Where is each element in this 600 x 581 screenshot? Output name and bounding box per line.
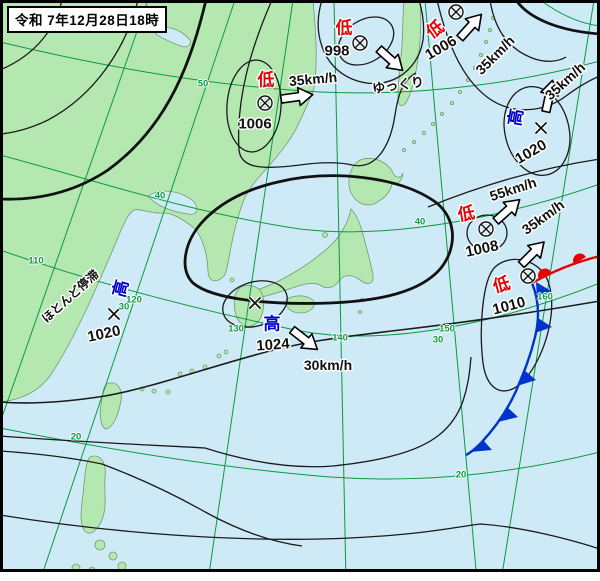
cold-front-tooth bbox=[536, 282, 551, 297]
bottom-margin bbox=[0, 572, 600, 581]
low-center-icon bbox=[519, 267, 537, 285]
bold-isobar-japan-loop bbox=[183, 174, 454, 305]
island-luzon bbox=[80, 455, 106, 534]
meridian-130e bbox=[208, 0, 294, 572]
low-center-icon bbox=[447, 3, 465, 21]
island-kyushu bbox=[233, 285, 264, 327]
meridian-140e bbox=[333, 0, 347, 572]
meridian-110e bbox=[0, 0, 149, 425]
meridian-120e bbox=[42, 0, 236, 572]
low-center-icon bbox=[477, 220, 495, 238]
parallel-60n bbox=[539, 0, 600, 27]
high-center-icon bbox=[107, 307, 121, 321]
low-center-icon bbox=[256, 94, 274, 112]
cold-front-tooth bbox=[517, 370, 536, 386]
warm-front-bump bbox=[573, 253, 586, 264]
chart-date-title: 令和 7年12月28日18時 bbox=[7, 6, 168, 33]
high-center-icon bbox=[534, 121, 548, 135]
warm-front-bump bbox=[538, 268, 551, 279]
cold-front-tooth bbox=[498, 407, 518, 422]
parallel-50n bbox=[0, 41, 600, 94]
center-marks-layer bbox=[107, 3, 548, 321]
bold-isobar-continent bbox=[0, 0, 208, 201]
cold-front-tooth bbox=[535, 318, 552, 333]
front-layer bbox=[465, 253, 600, 457]
isobar-bold-layer bbox=[0, 0, 600, 305]
parallel-20n bbox=[0, 427, 600, 480]
island-sakhalin bbox=[397, 0, 422, 106]
meridian-150e bbox=[424, 0, 477, 572]
high-center-icon bbox=[248, 296, 262, 310]
low-center-icon bbox=[351, 34, 369, 52]
warm-front-line bbox=[531, 254, 600, 285]
bold-isobar-northeast bbox=[514, 0, 600, 36]
cold-front-tooth bbox=[470, 440, 492, 452]
